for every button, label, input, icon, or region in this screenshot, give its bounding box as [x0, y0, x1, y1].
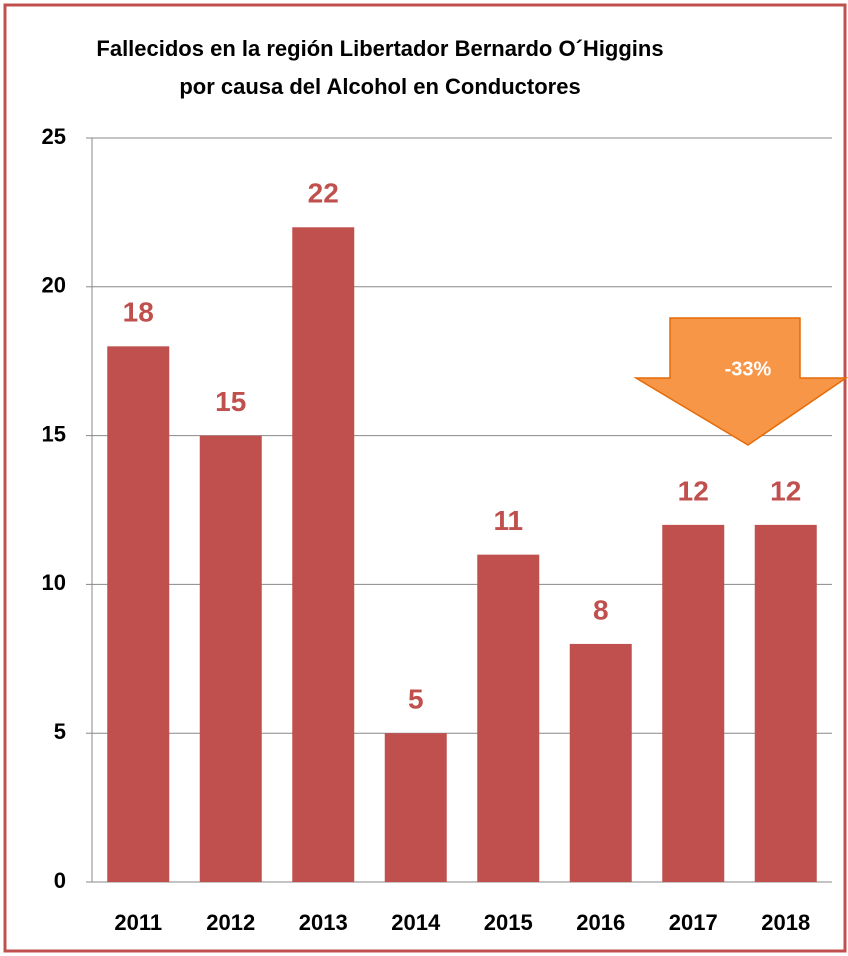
arrow-annotation [633, 317, 848, 446]
data-label: 18 [123, 297, 154, 328]
x-tick-label: 2012 [206, 910, 255, 935]
x-tick-label: 2014 [391, 910, 441, 935]
bar [199, 435, 262, 882]
data-label: 8 [593, 594, 609, 625]
bar [569, 643, 632, 882]
annotation-label: -33% [725, 358, 772, 380]
x-tick-label: 2016 [576, 910, 625, 935]
bar [477, 554, 540, 882]
data-label: 5 [408, 684, 424, 715]
data-label: 12 [770, 475, 801, 506]
chart-title: Fallecidos en la región Libertador Berna… [96, 36, 663, 61]
x-tick-label: 2011 [114, 910, 162, 935]
data-label: 15 [215, 386, 246, 417]
data-label: 12 [678, 475, 709, 506]
bar [384, 733, 447, 882]
x-tick-label: 2013 [299, 910, 348, 935]
bar [754, 524, 817, 882]
bar [292, 227, 355, 882]
y-tick-label: 20 [42, 273, 66, 298]
bar [662, 524, 725, 882]
x-tick-label: 2017 [669, 910, 718, 935]
y-tick-label: 5 [54, 719, 66, 744]
y-tick-label: 15 [42, 421, 66, 446]
bar [107, 346, 170, 882]
chart-title: por causa del Alcohol en Conductores [179, 74, 580, 99]
x-tick-label: 2018 [761, 910, 810, 935]
y-tick-label: 10 [42, 570, 66, 595]
y-tick-label: 25 [42, 124, 66, 149]
y-tick-label: 0 [54, 868, 66, 893]
x-tick-label: 2015 [484, 910, 533, 935]
data-label: 22 [308, 178, 339, 209]
data-label: 11 [493, 505, 523, 536]
